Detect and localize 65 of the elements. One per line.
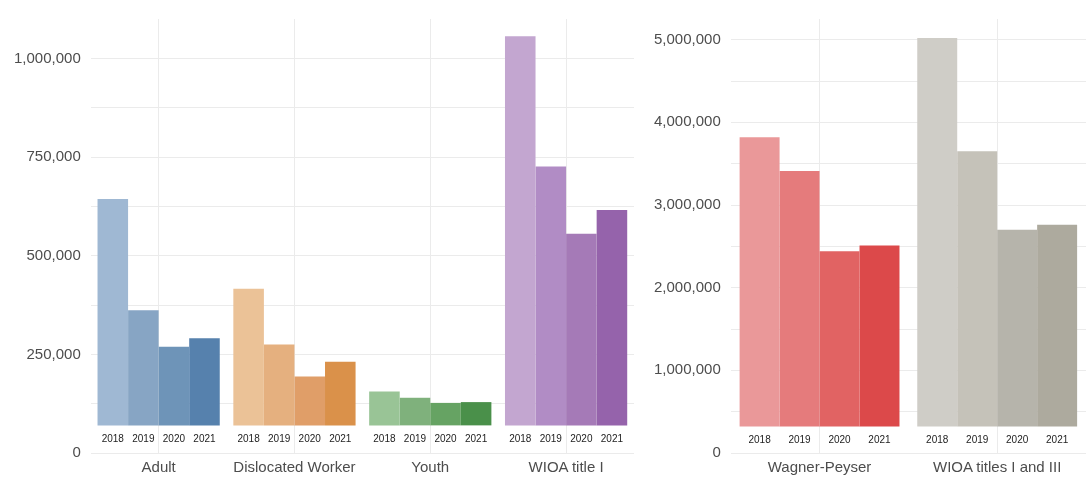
y-tick-label: 1,000,000 bbox=[654, 360, 721, 378]
y-tick-label: 0 bbox=[72, 443, 81, 461]
y-tick-label: 2,000,000 bbox=[654, 277, 721, 295]
bar bbox=[596, 209, 628, 426]
series-label: 2019 bbox=[788, 434, 812, 446]
bar bbox=[399, 397, 431, 426]
bar bbox=[460, 402, 492, 426]
text: 2019 bbox=[539, 433, 562, 445]
series-label: 2019 bbox=[132, 433, 155, 445]
text: 2018 bbox=[926, 434, 949, 446]
text: 2021 bbox=[600, 433, 624, 445]
series-label: 2021 bbox=[193, 433, 217, 445]
bar bbox=[997, 229, 1038, 427]
text: 2021 bbox=[329, 433, 352, 445]
bar bbox=[233, 288, 264, 426]
bar bbox=[430, 402, 461, 426]
bar bbox=[369, 391, 400, 426]
y-tick-label: 500,000 bbox=[26, 245, 81, 263]
text: 2019 bbox=[966, 434, 989, 446]
bar bbox=[189, 338, 220, 426]
bar bbox=[97, 198, 129, 426]
y-tick-label: 250,000 bbox=[26, 344, 81, 362]
text: 2020 bbox=[298, 433, 321, 445]
y-tick-label: 750,000 bbox=[26, 147, 81, 165]
bar bbox=[325, 361, 356, 426]
bar bbox=[263, 344, 295, 426]
bar bbox=[504, 36, 536, 426]
y-tick-label: 3,000,000 bbox=[654, 195, 721, 213]
y-tick-label: 5,000,000 bbox=[654, 29, 721, 47]
bar bbox=[566, 233, 597, 426]
text: 2019 bbox=[268, 433, 291, 445]
text: 2020 bbox=[434, 433, 457, 445]
text: 2018 bbox=[509, 433, 532, 445]
text: 2020 bbox=[1006, 434, 1029, 446]
bar bbox=[957, 151, 998, 427]
x-tick-label: WIOA title I bbox=[528, 458, 604, 476]
y-tick-label: 4,000,000 bbox=[654, 112, 721, 130]
x-tick-label: Dislocated Worker bbox=[233, 458, 356, 476]
text: 2020 bbox=[570, 433, 593, 445]
x-tick-label: Adult bbox=[141, 458, 177, 476]
text: 2021 bbox=[1046, 434, 1069, 446]
bar bbox=[917, 38, 958, 427]
text: 2018 bbox=[373, 433, 396, 445]
x-tick-label: WIOA titles I and III bbox=[932, 458, 1062, 476]
series-label: 2018 bbox=[748, 434, 772, 446]
text: 2021 bbox=[464, 433, 488, 445]
series-label: 2020 bbox=[828, 434, 852, 446]
series-label: 2018 bbox=[101, 433, 125, 445]
bar bbox=[779, 171, 820, 427]
series-label: 2021 bbox=[868, 434, 892, 446]
bar bbox=[158, 346, 190, 426]
bar bbox=[1037, 224, 1078, 427]
x-tick-label: Youth bbox=[411, 458, 450, 476]
x-tick-label: Wagner-Peyser bbox=[767, 458, 872, 476]
bar bbox=[859, 245, 900, 427]
series-label: 2020 bbox=[162, 433, 186, 445]
y-tick-label: 1,000,000 bbox=[14, 48, 81, 66]
text: 2018 bbox=[237, 433, 260, 445]
bar bbox=[294, 376, 326, 426]
bar bbox=[535, 166, 567, 426]
text: 2019 bbox=[403, 433, 427, 445]
bar bbox=[739, 137, 780, 427]
bar bbox=[128, 310, 159, 426]
y-tick-label: 0 bbox=[712, 443, 721, 461]
bar bbox=[819, 251, 860, 427]
